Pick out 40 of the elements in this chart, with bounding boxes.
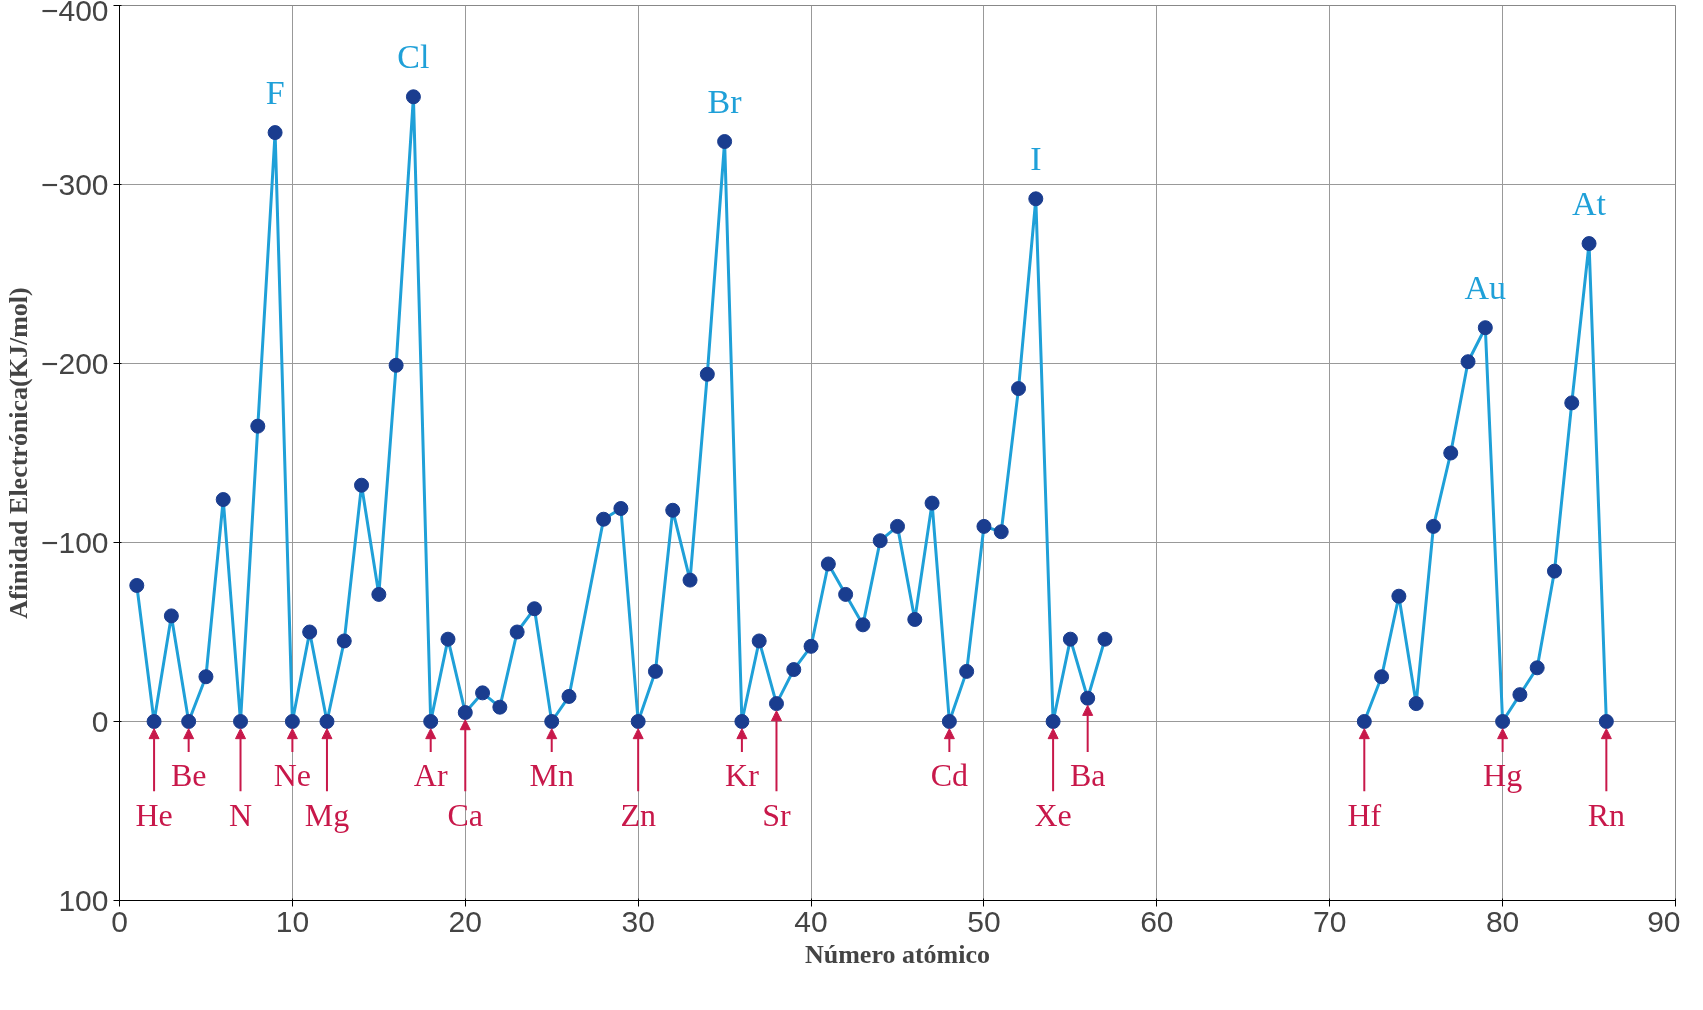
x-tick-label: 90 (1647, 904, 1681, 938)
annotation: Ba (1069, 757, 1106, 794)
annotation: Sr (762, 796, 792, 833)
x-tick-label: 40 (794, 904, 828, 938)
annotation: At (1572, 185, 1607, 223)
annotation: Cl (397, 38, 430, 76)
annotation: Mg (304, 796, 350, 833)
annotation: He (135, 796, 173, 833)
annotation: Br (707, 83, 743, 121)
x-tick-label: 20 (448, 904, 482, 938)
y-tick-label: −100 (40, 525, 109, 559)
annotation: F (265, 74, 285, 112)
x-tick-label: 10 (275, 904, 310, 938)
x-tick-label: 60 (1140, 904, 1174, 938)
annotation: Xe (1034, 796, 1072, 833)
y-tick-label: −400 (40, 0, 109, 27)
annotation: Zn (620, 796, 656, 833)
annotation: Ar (413, 757, 448, 794)
annotation: N (228, 796, 253, 833)
annotation: I (1030, 140, 1042, 178)
annotation: Cd (930, 757, 969, 794)
y-tick-label: 0 (91, 704, 109, 738)
annotation: Rn (1587, 796, 1626, 833)
annotation: Hf (1347, 796, 1382, 833)
annotation: Mn (529, 757, 574, 794)
x-axis-title: Número atómico (804, 939, 991, 969)
annotation: Kr (725, 757, 760, 794)
annotation: Ca (447, 796, 484, 833)
x-tick-label: 30 (621, 904, 655, 938)
x-tick-label: 70 (1313, 904, 1347, 938)
y-axis-title: Afinidad Electrónica(KJ/mol) (3, 287, 33, 619)
x-tick-label: 80 (1485, 904, 1520, 938)
annotation: Be (170, 757, 207, 794)
annotation: Au (1464, 269, 1507, 307)
y-tick-label: 100 (58, 883, 109, 917)
annotation: Ne (273, 757, 312, 794)
y-tick-label: −300 (40, 167, 109, 201)
x-tick-label: 50 (967, 904, 1001, 938)
annotation: Hg (1483, 757, 1523, 794)
y-tick-label: −200 (40, 346, 109, 380)
